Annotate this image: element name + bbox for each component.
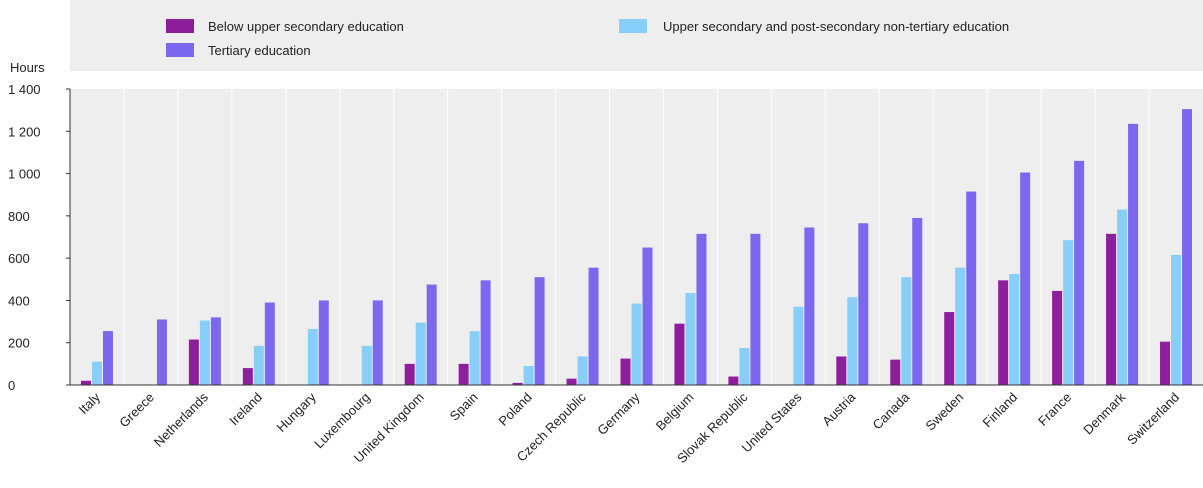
category-label: Poland bbox=[495, 390, 534, 429]
bar bbox=[426, 284, 437, 385]
bar bbox=[404, 363, 415, 385]
bar bbox=[998, 280, 1009, 385]
bar bbox=[566, 378, 577, 385]
bar bbox=[750, 233, 761, 385]
bar bbox=[728, 376, 739, 385]
category-label: Sweden bbox=[923, 390, 967, 434]
bar bbox=[577, 356, 588, 385]
bar bbox=[588, 267, 599, 385]
category-label: Hungary bbox=[274, 389, 320, 435]
bar bbox=[804, 227, 815, 385]
category-label: Greece bbox=[116, 390, 157, 431]
bar bbox=[102, 331, 113, 385]
bar bbox=[361, 345, 372, 385]
bar bbox=[534, 277, 545, 385]
bar bbox=[80, 380, 91, 385]
bar bbox=[674, 323, 685, 385]
bar bbox=[469, 331, 480, 385]
bar bbox=[242, 368, 253, 385]
category-label: Spain bbox=[447, 390, 481, 424]
bar bbox=[210, 317, 221, 385]
bar bbox=[890, 359, 901, 385]
bar bbox=[793, 306, 804, 385]
bar bbox=[631, 303, 642, 385]
bar bbox=[620, 358, 631, 385]
bar bbox=[642, 247, 653, 385]
category-label: Denmark bbox=[1080, 389, 1128, 437]
bar bbox=[739, 348, 750, 385]
bar bbox=[858, 223, 869, 385]
y-tick-label: 800 bbox=[8, 209, 30, 224]
y-tick-label: 0 bbox=[8, 378, 15, 393]
bar bbox=[1063, 240, 1074, 385]
category-label: Belgium bbox=[653, 390, 697, 434]
category-label: Italy bbox=[76, 389, 104, 417]
bar bbox=[1182, 109, 1193, 385]
bar bbox=[1117, 209, 1128, 385]
y-tick-label: 400 bbox=[8, 293, 30, 308]
y-tick-label: 1 000 bbox=[8, 167, 41, 182]
bar bbox=[912, 217, 923, 385]
category-separators bbox=[123, 89, 1150, 385]
bar bbox=[1128, 123, 1139, 385]
bars bbox=[80, 109, 1193, 385]
bar bbox=[1052, 290, 1063, 385]
legend: Below upper secondary education Tertiary… bbox=[166, 19, 1009, 58]
bar bbox=[1106, 233, 1117, 385]
bar bbox=[966, 191, 977, 385]
bar bbox=[91, 361, 102, 385]
bar bbox=[156, 319, 167, 385]
bar bbox=[480, 280, 491, 385]
bar bbox=[1074, 160, 1085, 385]
bar bbox=[188, 339, 199, 385]
category-label: Austria bbox=[819, 389, 859, 429]
category-label: Ireland bbox=[226, 390, 265, 429]
bar bbox=[253, 345, 264, 385]
bar bbox=[696, 233, 707, 385]
bar bbox=[372, 300, 383, 385]
legend-label-tertiary: Tertiary education bbox=[208, 43, 311, 58]
bar bbox=[264, 302, 275, 385]
bar bbox=[512, 382, 523, 385]
category-label: Netherlands bbox=[151, 389, 212, 450]
category-label: Switzerland bbox=[1124, 390, 1182, 448]
bar bbox=[1020, 172, 1031, 385]
bar bbox=[1009, 274, 1020, 385]
legend-label-upper-secondary: Upper secondary and post-secondary non-t… bbox=[663, 19, 1009, 34]
bar bbox=[944, 312, 955, 385]
bar bbox=[523, 365, 534, 385]
bar bbox=[458, 363, 469, 385]
bar bbox=[847, 297, 858, 385]
legend-swatch-below-upper-secondary bbox=[166, 19, 194, 33]
y-tick-label: 200 bbox=[8, 336, 30, 351]
y-tick-label: 1 200 bbox=[8, 124, 41, 139]
category-label: France bbox=[1035, 390, 1074, 429]
bar bbox=[955, 267, 966, 385]
category-label: Finland bbox=[980, 390, 1021, 431]
bar bbox=[199, 320, 210, 385]
bar bbox=[1171, 254, 1182, 385]
bar bbox=[901, 277, 912, 385]
bar bbox=[307, 328, 318, 385]
bar bbox=[415, 322, 426, 385]
legend-label-below-upper-secondary: Below upper secondary education bbox=[208, 19, 404, 34]
bar bbox=[318, 300, 329, 385]
y-tick-label: 1 400 bbox=[8, 82, 41, 97]
y-tick-label: 600 bbox=[8, 251, 30, 266]
bar bbox=[836, 356, 847, 385]
legend-swatch-upper-secondary bbox=[619, 19, 647, 33]
category-label: Canada bbox=[870, 389, 913, 432]
bar bbox=[685, 293, 696, 385]
bar bbox=[1160, 341, 1171, 385]
y-axis-ticks: 0 200 400 600 800 1 000 1 200 1 400 bbox=[8, 82, 70, 393]
legend-background bbox=[70, 0, 1203, 71]
legend-swatch-tertiary bbox=[166, 43, 194, 57]
y-axis-label: Hours bbox=[10, 60, 45, 75]
category-label: Germany bbox=[594, 389, 643, 438]
